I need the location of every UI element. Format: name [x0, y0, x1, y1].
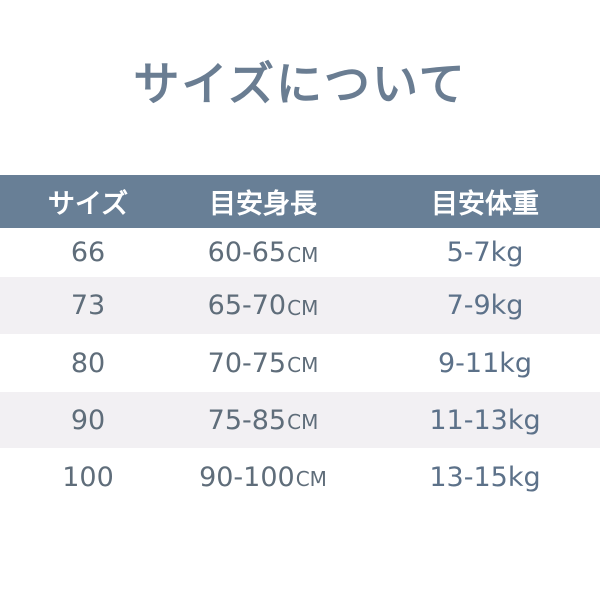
height-unit: CM [287, 410, 319, 434]
weight-cell: 7-9kg [385, 277, 585, 334]
table-header: サイズ 目安身長 目安体重 [0, 175, 600, 228]
height-value: 65-70 [207, 290, 287, 321]
weight-value: 13-15kg [429, 461, 541, 493]
size-value: 73 [70, 290, 106, 321]
header-weight: 目安体重 [431, 189, 539, 220]
height-cell: 90-100 CM [163, 448, 363, 506]
height-value: 70-75 [207, 347, 287, 379]
size-value: 80 [70, 347, 106, 379]
size-value: 66 [70, 237, 106, 268]
weight-cell: 5-7kg [385, 228, 585, 277]
height-cell: 60-65 CM [163, 228, 363, 277]
height-cell: 65-70 CM [163, 277, 363, 334]
height-cell: 75-85 CM [163, 392, 363, 448]
weight-cell: 13-15kg [385, 448, 585, 506]
height-value: 60-65 [207, 237, 287, 268]
weight-value: 7-9kg [446, 290, 524, 321]
table-row: 73 65-70 CM 7-9kg [0, 277, 600, 334]
size-cell: 66 [28, 228, 148, 277]
height-cell: 70-75 CM [163, 334, 363, 392]
header-size: サイズ [47, 189, 129, 220]
weight-cell: 11-13kg [385, 392, 585, 448]
table-row: 66 60-65 CM 5-7kg [0, 228, 600, 277]
size-value: 100 [62, 461, 114, 493]
table-row: 90 75-85 CM 11-13kg [0, 392, 600, 448]
height-unit: CM [287, 242, 319, 267]
table-row: 80 70-75 CM 9-11kg [0, 334, 600, 392]
size-cell: 73 [28, 277, 148, 334]
height-unit: CM [295, 467, 327, 491]
page-title: サイズについて [133, 57, 467, 111]
weight-value: 9-11kg [437, 347, 533, 379]
size-value: 90 [70, 404, 106, 436]
height-unit: CM [287, 295, 319, 320]
size-cell: 100 [28, 448, 148, 506]
weight-value: 5-7kg [446, 237, 524, 268]
height-value: 90-100 [199, 461, 295, 493]
size-cell: 80 [28, 334, 148, 392]
weight-cell: 9-11kg [385, 334, 585, 392]
header-height: 目安身長 [209, 189, 317, 220]
height-value: 75-85 [207, 404, 287, 436]
size-cell: 90 [28, 392, 148, 448]
height-unit: CM [287, 353, 319, 377]
table-row: 100 90-100 CM 13-15kg [0, 448, 600, 506]
weight-value: 11-13kg [429, 404, 541, 436]
